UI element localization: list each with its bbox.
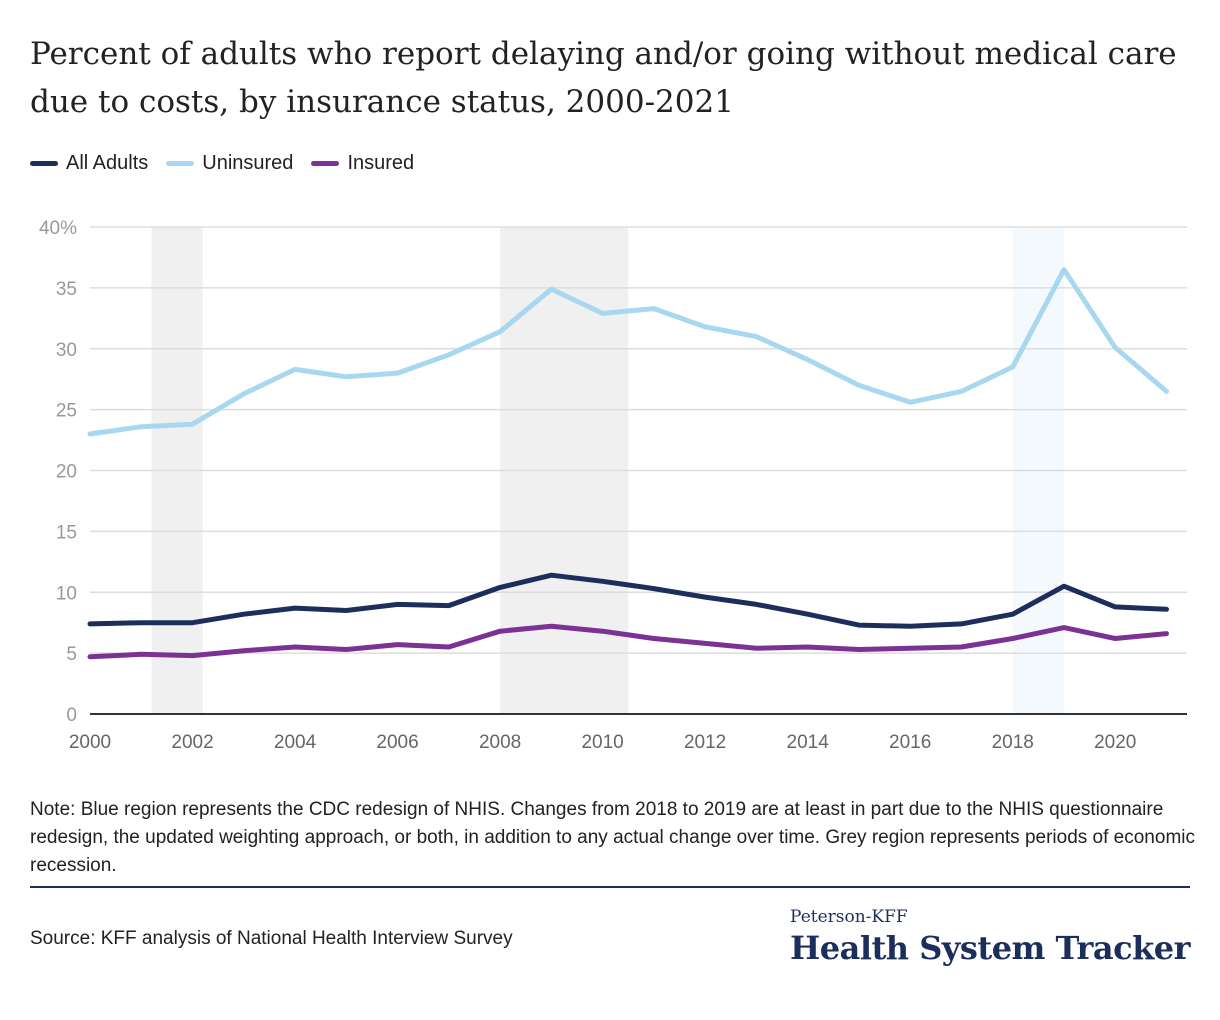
legend-item-insured: Insured [311,152,414,175]
y-tick-label-15: 15 [56,522,77,543]
legend-label-all-adults: All Adults [66,152,149,174]
y-tick-label-35: 35 [56,279,77,300]
y-tick-label-40: 40% [39,218,77,239]
legend-item-all-adults: All Adults [30,152,148,175]
x-tick-label-2006: 2006 [376,732,418,753]
legend-item-uninsured: Uninsured [166,152,293,175]
x-tick-label-2018: 2018 [992,732,1034,753]
y-tick-label-5: 5 [66,644,77,665]
source-text: Source: KFF analysis of National Health … [30,928,513,949]
legend: All Adults Uninsured Insured [30,152,432,175]
brand-main-text: Health System Tracker [790,929,1190,967]
y-tick-label-10: 10 [56,583,77,604]
x-tick-label-2010: 2010 [581,732,623,753]
x-tick-label-2000: 2000 [69,732,111,753]
legend-swatch-all-adults [30,161,58,166]
x-tick-label-2004: 2004 [274,732,317,753]
brand-logo: Peterson-KFF Health System Tracker [790,906,1190,968]
series-line-insured [87,623,1169,660]
series-lines [87,267,1169,660]
x-tick-label-2008: 2008 [479,732,521,753]
y-tick-label-25: 25 [56,401,77,422]
x-tick-label-2020: 2020 [1094,732,1136,753]
x-tick-label-2002: 2002 [171,732,213,753]
series-line-all-adults [87,572,1169,629]
gridlines [90,226,1187,654]
series-line-uninsured [87,267,1169,437]
footer-divider [30,886,1190,888]
brand-top-text: Peterson-KFF [790,907,908,927]
legend-label-insured: Insured [347,152,415,174]
y-tick-label-30: 30 [56,340,77,361]
legend-swatch-insured [311,161,340,166]
legend-swatch-uninsured [166,161,195,166]
x-tick-label-2014: 2014 [787,732,830,753]
y-tick-label-20: 20 [56,462,77,483]
chart-note: Note: Blue region represents the CDC red… [30,799,1195,876]
y-axis-ticks: 0 5 10 15 20 25 30 35 40% [39,218,77,726]
x-tick-label-2012: 2012 [684,732,726,753]
x-axis-ticks: 2000 2002 2004 2006 2008 2010 2012 2014 2016 2018… [69,732,1137,753]
y-tick-label-0: 0 [66,705,77,726]
legend-label-uninsured: Uninsured [202,152,294,174]
x-tick-label-2016: 2016 [889,732,931,753]
chart-title: Percent of adults who report delaying an… [30,36,1177,120]
